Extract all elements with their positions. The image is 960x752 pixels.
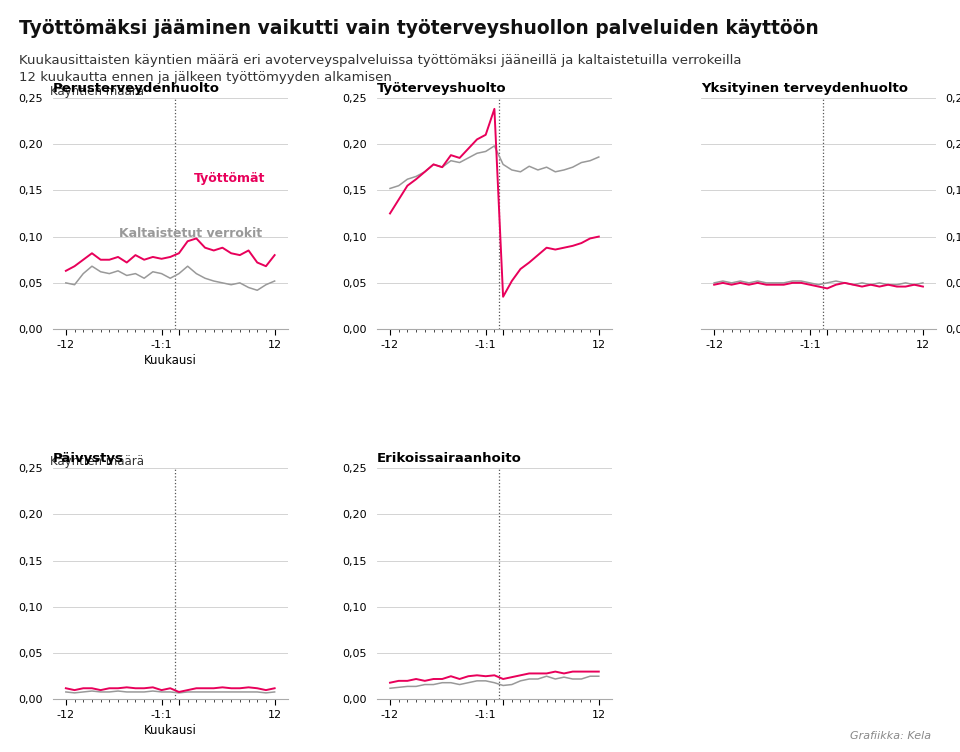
- Text: Grafiikka: Kela: Grafiikka: Kela: [850, 731, 931, 741]
- Text: Työttömäksi jääminen vaikutti vain työterveyshuollon palveluiden käyttöön: Työttömäksi jääminen vaikutti vain työte…: [19, 19, 819, 38]
- Text: Päivystys: Päivystys: [53, 453, 124, 465]
- Text: Erikoissairaanhoito: Erikoissairaanhoito: [377, 453, 522, 465]
- X-axis label: Kuukausi: Kuukausi: [144, 724, 197, 737]
- Text: Kuukausittaisten käyntien määrä eri avoterveyspalveluissa työttömäksi jääneillä : Kuukausittaisten käyntien määrä eri avot…: [19, 54, 742, 67]
- Text: 12 kuukautta ennen ja jälkeen työttömyyden alkamisen: 12 kuukautta ennen ja jälkeen työttömyyd…: [19, 71, 392, 83]
- Text: Käyntien määrä: Käyntien määrä: [51, 85, 144, 98]
- Text: Työttömät: Työttömät: [194, 171, 265, 185]
- Text: Käyntien määrä: Käyntien määrä: [51, 455, 144, 468]
- Text: Kaltaistetut verrokit: Kaltaistetut verrokit: [119, 227, 262, 241]
- Text: Perusterveydenhuolto: Perusterveydenhuolto: [53, 82, 220, 96]
- Text: Työterveyshuolto: Työterveyshuolto: [377, 82, 507, 96]
- Text: Yksityinen terveydenhuolto: Yksityinen terveydenhuolto: [701, 82, 908, 96]
- X-axis label: Kuukausi: Kuukausi: [144, 353, 197, 367]
